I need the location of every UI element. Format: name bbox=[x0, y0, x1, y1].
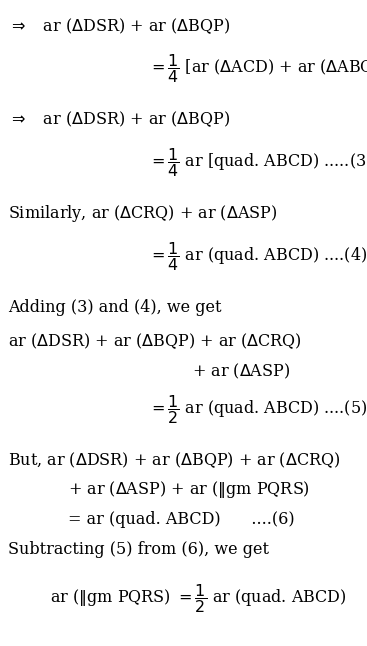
Text: + ar ($\Delta$ASP): + ar ($\Delta$ASP) bbox=[192, 361, 290, 380]
Text: ar ($\Delta$DSR) + ar ($\Delta$BQP) + ar ($\Delta$CRQ): ar ($\Delta$DSR) + ar ($\Delta$BQP) + ar… bbox=[8, 331, 302, 351]
Text: $= \dfrac{1}{4}$ ar [quad. ABCD) .....(3): $= \dfrac{1}{4}$ ar [quad. ABCD) .....(3… bbox=[148, 147, 367, 180]
Text: = ar (quad. ABCD)      ....(6): = ar (quad. ABCD) ....(6) bbox=[68, 510, 295, 528]
Text: Similarly, ar ($\Delta$CRQ) + ar ($\Delta$ASP): Similarly, ar ($\Delta$CRQ) + ar ($\Delt… bbox=[8, 202, 277, 224]
Text: $= \dfrac{1}{4}$ [ar ($\Delta$ACD) + ar ($\Delta$ABC)]: $= \dfrac{1}{4}$ [ar ($\Delta$ACD) + ar … bbox=[148, 52, 367, 85]
Text: + ar ($\Delta$ASP) + ar ($\|$gm PQRS): + ar ($\Delta$ASP) + ar ($\|$gm PQRS) bbox=[68, 479, 310, 499]
Text: $\Rightarrow$   ar ($\Delta$DSR) + ar ($\Delta$BQP): $\Rightarrow$ ar ($\Delta$DSR) + ar ($\D… bbox=[8, 109, 230, 129]
Text: But, ar ($\Delta$DSR) + ar ($\Delta$BQP) + ar ($\Delta$CRQ): But, ar ($\Delta$DSR) + ar ($\Delta$BQP)… bbox=[8, 450, 341, 470]
Text: $\Rightarrow$   ar ($\Delta$DSR) + ar ($\Delta$BQP): $\Rightarrow$ ar ($\Delta$DSR) + ar ($\D… bbox=[8, 16, 230, 36]
Text: Adding (3) and (4), we get: Adding (3) and (4), we get bbox=[8, 298, 222, 315]
Text: ar ($\|$gm PQRS) $= \dfrac{1}{2}$ ar (quad. ABCD): ar ($\|$gm PQRS) $= \dfrac{1}{2}$ ar (qu… bbox=[50, 583, 346, 616]
Text: Subtracting (5) from (6), we get: Subtracting (5) from (6), we get bbox=[8, 541, 269, 557]
Text: $= \dfrac{1}{2}$ ar (quad. ABCD) ....(5): $= \dfrac{1}{2}$ ar (quad. ABCD) ....(5) bbox=[148, 393, 367, 426]
Text: $= \dfrac{1}{4}$ ar (quad. ABCD) ....(4): $= \dfrac{1}{4}$ ar (quad. ABCD) ....(4) bbox=[148, 240, 367, 273]
